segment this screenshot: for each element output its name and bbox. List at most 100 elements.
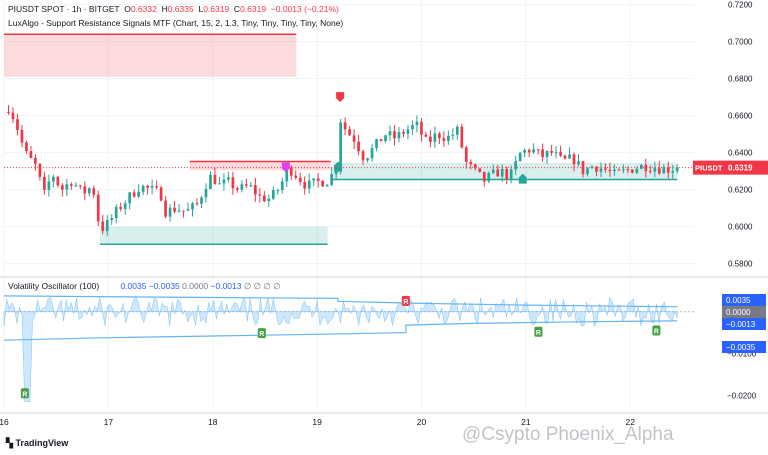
- oscillator-upper-band: [3, 295, 678, 308]
- candle-body: [16, 119, 19, 130]
- candle-body: [357, 141, 360, 152]
- candle-body: [527, 149, 531, 153]
- candle-body: [568, 154, 571, 159]
- support-zone: [100, 226, 328, 245]
- candle-body: [240, 184, 244, 190]
- candle-body: [69, 184, 73, 186]
- price-tick-label: 0.7200: [728, 1, 753, 10]
- osc-value-3: 0.0000: [182, 281, 209, 291]
- oscillator-area: [3, 296, 678, 402]
- candle-body: [662, 167, 666, 174]
- candle-body: [43, 176, 46, 190]
- candle-body: [267, 198, 271, 202]
- indicator-legend[interactable]: LuxAlgo - Support Resistance Signals MTF…: [8, 18, 343, 28]
- low-value: 0.6319: [203, 4, 230, 14]
- oscillator-value-box: [722, 306, 766, 318]
- candle-body: [168, 207, 172, 217]
- candle-body: [330, 174, 333, 185]
- candle-body: [379, 139, 383, 142]
- price-tick-label: 0.7000: [728, 38, 753, 47]
- candle-body: [191, 203, 194, 210]
- candle-body: [648, 171, 652, 173]
- oscillator-signal-marker: [534, 326, 543, 337]
- last-price-label: 0.6319: [728, 164, 753, 173]
- candle-body: [671, 171, 675, 173]
- candle-body: [182, 210, 185, 212]
- oscillator-lower-band: [3, 320, 678, 341]
- candle-body: [577, 161, 580, 165]
- oscillator-tick-label: −0.0200: [727, 391, 757, 400]
- candle-body: [500, 168, 504, 177]
- change-value: −0.0013 (−0.21%): [270, 4, 339, 14]
- oscillator-signal-label: R: [22, 391, 27, 398]
- candle-body: [78, 185, 82, 187]
- candle-body: [177, 210, 181, 212]
- time-tick-label: 20: [417, 417, 427, 427]
- candle-body: [433, 133, 437, 142]
- tradingview-logo[interactable]: ▚ TradingView: [6, 438, 68, 449]
- candle-body: [11, 112, 15, 120]
- candle-body: [271, 190, 275, 199]
- candle-body: [65, 184, 69, 190]
- candle-body: [195, 203, 199, 205]
- candle-body: [402, 131, 405, 134]
- candle-body: [460, 126, 464, 148]
- price-tick-label: 0.6800: [728, 75, 753, 84]
- candle-body: [132, 192, 136, 197]
- candle-body: [613, 169, 616, 172]
- candle-body: [397, 131, 401, 139]
- candle-body: [87, 188, 91, 194]
- oscillator-signal-label: R: [536, 330, 541, 337]
- candle-body: [101, 221, 105, 231]
- oscillator-signal-label: R: [654, 329, 659, 336]
- candle-body: [559, 152, 562, 156]
- candle-body: [227, 177, 230, 180]
- candle-body: [617, 169, 621, 171]
- candle-body: [110, 218, 114, 220]
- candle-body: [644, 164, 648, 172]
- candle-body: [20, 129, 24, 143]
- time-tick-label: 22: [626, 417, 636, 427]
- candle-body: [464, 147, 468, 162]
- oscillator-signal-label: R: [259, 331, 264, 338]
- candle-body: [361, 151, 365, 161]
- candle-body: [173, 207, 176, 212]
- candle-body: [635, 168, 639, 173]
- candle-body: [209, 174, 212, 189]
- candle-body: [105, 219, 109, 231]
- candle-body: [29, 151, 33, 158]
- candle-body: [384, 135, 387, 142]
- candle-body: [366, 158, 369, 161]
- candle-body: [411, 125, 414, 130]
- candle-body: [150, 186, 154, 188]
- candle-body: [406, 129, 410, 134]
- candle-body: [321, 180, 325, 187]
- candle-body: [325, 184, 329, 187]
- candle-body: [352, 135, 356, 142]
- candle-body: [388, 131, 392, 136]
- candle-body: [61, 185, 64, 190]
- price-tick-label: 0.5800: [728, 260, 753, 269]
- candle-body: [550, 151, 553, 153]
- candle-body: [496, 169, 500, 177]
- time-tick-label: 17: [104, 417, 114, 427]
- candle-body: [289, 167, 293, 176]
- candle-body: [536, 149, 540, 151]
- oscillator-tick-label: −0.0100: [727, 350, 757, 359]
- price-tick-label: 0.6600: [728, 112, 753, 121]
- candle-body: [316, 178, 320, 181]
- candle-body: [487, 172, 491, 182]
- candle-body: [303, 182, 307, 189]
- candle-body: [343, 122, 347, 130]
- candle-body: [34, 157, 37, 164]
- symbol-header[interactable]: PIUSDT SPOT · 1h · BITGET O0.6332 H0.633…: [8, 4, 339, 14]
- close-label: C: [233, 4, 241, 14]
- high-label: H: [161, 4, 168, 14]
- candle-body: [285, 167, 289, 182]
- sell-signal-marker: [336, 92, 345, 103]
- oscillator-legend[interactable]: Volatility Oscillator (100) 0.0035 −0.00…: [8, 281, 281, 292]
- candle-body: [599, 168, 603, 172]
- candle-body: [429, 136, 432, 142]
- buy-signal-marker: [334, 161, 343, 172]
